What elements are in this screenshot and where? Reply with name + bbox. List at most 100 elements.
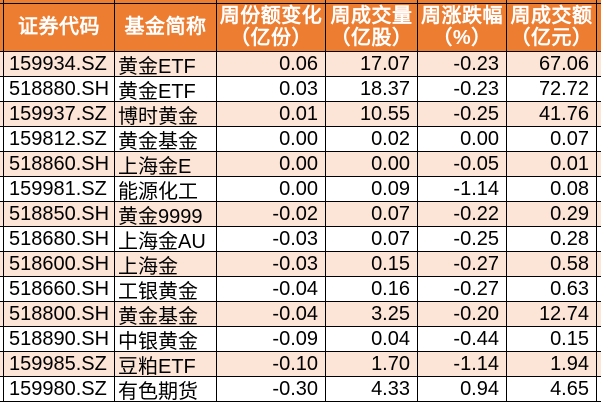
row-cells: 518880.SH 黄金ETF 0.03 18.37 -0.23 72.72 — [3, 77, 597, 101]
table-row: 518890.SH 中银黄金 -0.09 0.04 -0.44 0.15 — [0, 327, 601, 352]
table-row: 518680.SH 上海金AU -0.03 0.07 -0.25 0.28 — [0, 227, 601, 252]
cell-change-pct: 0.94 — [418, 377, 507, 401]
cell-change-pct: -1.14 — [418, 352, 507, 376]
cell-turnover: 0.29 — [507, 202, 597, 226]
cell-code: 159980.SZ — [4, 377, 115, 401]
cell-code: 518680.SH — [4, 227, 115, 251]
cell-turnover: 0.28 — [507, 227, 597, 251]
row-cells: 159980.SZ 有色期货 -0.30 4.33 0.94 4.65 — [3, 377, 597, 401]
cell-change-pct: -0.27 — [418, 277, 507, 301]
cell-volume: 1.70 — [326, 352, 418, 376]
cell-turnover: 72.72 — [507, 77, 597, 101]
cell-name: 能源化工 — [115, 177, 217, 201]
cell-change-pct: -0.22 — [418, 202, 507, 226]
header-label-line1: 周涨跌幅 — [421, 5, 503, 27]
table-row: 159980.SZ 有色期货 -0.30 4.33 0.94 4.65 — [0, 377, 601, 402]
cell-change-pct: -0.23 — [418, 77, 507, 101]
cell-turnover: 0.15 — [507, 327, 597, 351]
cell-volume: 4.33 — [326, 377, 418, 401]
header-cell-change-pct: 周涨跌幅 （%） — [418, 0, 507, 51]
row-cells: 159981.SZ 能源化工 0.00 0.09 -1.14 0.08 — [3, 177, 597, 201]
cell-share-change: -0.10 — [217, 352, 326, 376]
cell-volume: 18.37 — [326, 77, 418, 101]
header-label-line2: （亿股） — [330, 27, 413, 49]
header-label-line1: 周成交量 — [330, 5, 413, 27]
cell-name: 上海金 — [115, 252, 217, 276]
cell-share-change: 0.00 — [217, 127, 326, 151]
cell-share-change: -0.03 — [217, 252, 326, 276]
table-header-row: 证券代码 基金简称 周份额变化 （亿份） 周成交量 （亿股） 周涨跌幅 （%） 周成交额 （亿元） — [0, 0, 601, 52]
cell-name: 工银黄金 — [115, 277, 217, 301]
cell-turnover: 41.76 — [507, 102, 597, 126]
cell-turnover: 0.07 — [507, 127, 597, 151]
row-cells: 159934.SZ 黄金ETF 0.06 17.07 -0.23 67.06 — [3, 52, 597, 76]
header-cell-code: 证券代码 — [4, 0, 115, 51]
cell-turnover: 4.65 — [507, 377, 597, 401]
table-row: 159981.SZ 能源化工 0.00 0.09 -1.14 0.08 — [0, 177, 601, 202]
cell-name: 中银黄金 — [115, 327, 217, 351]
header-label-line2: （亿元） — [510, 27, 593, 49]
cell-turnover: 67.06 — [507, 52, 597, 76]
header-label-line1: 证券代码 — [18, 16, 100, 38]
cell-name: 黄金ETF — [115, 77, 217, 101]
cell-code: 518860.SH — [4, 152, 115, 176]
cell-change-pct: -0.05 — [418, 152, 507, 176]
header-label-line2: （亿份） — [230, 27, 312, 49]
cell-code: 159934.SZ — [4, 52, 115, 76]
table-row: 159934.SZ 黄金ETF 0.06 17.07 -0.23 67.06 — [0, 52, 601, 77]
cell-volume: 0.07 — [326, 227, 418, 251]
row-cells: 518600.SH 上海金 -0.03 0.15 -0.27 0.58 — [3, 252, 597, 276]
cell-share-change: -0.30 — [217, 377, 326, 401]
cell-change-pct: -0.27 — [418, 252, 507, 276]
header-cell-share-change: 周份额变化 （亿份） — [217, 0, 326, 51]
cell-code: 159985.SZ — [4, 352, 115, 376]
cell-share-change: 0.00 — [217, 152, 326, 176]
cell-code: 518800.SH — [4, 302, 115, 326]
row-cells: 518680.SH 上海金AU -0.03 0.07 -0.25 0.28 — [3, 227, 597, 251]
table-row: 518660.SH 工银黄金 -0.04 0.16 -0.27 0.63 — [0, 277, 601, 302]
cell-name: 黄金ETF — [115, 52, 217, 76]
cell-turnover: 12.74 — [507, 302, 597, 326]
table-row: 159937.SZ 博时黄金 0.01 10.55 -0.25 41.76 — [0, 102, 601, 127]
cell-code: 159812.SZ — [4, 127, 115, 151]
cell-turnover: 1.94 — [507, 352, 597, 376]
row-cells: 518850.SH 黄金9999 -0.02 0.07 -0.22 0.29 — [3, 202, 597, 226]
table-row: 159812.SZ 黄金基金 0.00 0.02 0.00 0.07 — [0, 127, 601, 152]
cell-volume: 10.55 — [326, 102, 418, 126]
cell-name: 黄金基金 — [115, 302, 217, 326]
cell-volume: 0.15 — [326, 252, 418, 276]
cell-volume: 0.04 — [326, 327, 418, 351]
cell-volume: 0.16 — [326, 277, 418, 301]
cell-volume: 3.25 — [326, 302, 418, 326]
header-label-line1: 周成交额 — [510, 5, 593, 27]
table-row: 518860.SH 上海金E 0.00 0.00 -0.05 0.01 — [0, 152, 601, 177]
cell-code: 518660.SH — [4, 277, 115, 301]
cell-share-change: 0.00 — [217, 177, 326, 201]
cell-change-pct: -0.25 — [418, 227, 507, 251]
header-cell-turnover: 周成交额 （亿元） — [507, 0, 597, 51]
cell-volume: 0.02 — [326, 127, 418, 151]
cell-name: 豆粕ETF — [115, 352, 217, 376]
cell-name: 上海金AU — [115, 227, 217, 251]
cell-name: 上海金E — [115, 152, 217, 176]
cell-share-change: 0.06 — [217, 52, 326, 76]
cell-turnover: 0.08 — [507, 177, 597, 201]
header-label-line1: 周份额变化 — [219, 5, 323, 27]
cell-volume: 0.00 — [326, 152, 418, 176]
header-label-line1: 基金简称 — [124, 16, 207, 38]
cell-change-pct: 0.00 — [418, 127, 507, 151]
cell-change-pct: -0.25 — [418, 102, 507, 126]
cell-volume: 17.07 — [326, 52, 418, 76]
cell-code: 518600.SH — [4, 252, 115, 276]
cell-share-change: -0.09 — [217, 327, 326, 351]
cell-turnover: 0.01 — [507, 152, 597, 176]
table-row: 518850.SH 黄金9999 -0.02 0.07 -0.22 0.29 — [0, 202, 601, 227]
cell-share-change: -0.03 — [217, 227, 326, 251]
cell-code: 159937.SZ — [4, 102, 115, 126]
row-cells: 518890.SH 中银黄金 -0.09 0.04 -0.44 0.15 — [3, 327, 597, 351]
cell-share-change: -0.04 — [217, 277, 326, 301]
header-cell-volume: 周成交量 （亿股） — [326, 0, 418, 51]
table-row: 159985.SZ 豆粕ETF -0.10 1.70 -1.14 1.94 — [0, 352, 601, 377]
cell-turnover: 0.58 — [507, 252, 597, 276]
cell-code: 518850.SH — [4, 202, 115, 226]
